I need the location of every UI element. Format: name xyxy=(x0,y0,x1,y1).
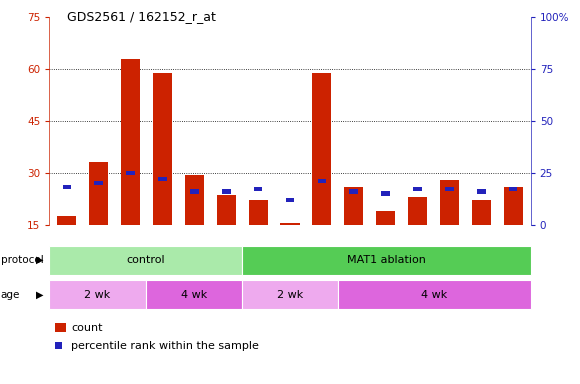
Bar xyxy=(49,246,242,275)
Text: control: control xyxy=(126,255,165,265)
Bar xyxy=(153,73,172,225)
Bar xyxy=(344,187,363,225)
Bar xyxy=(445,187,454,192)
Bar xyxy=(222,189,230,194)
Bar xyxy=(146,280,242,309)
Text: GDS2561 / 162152_r_at: GDS2561 / 162152_r_at xyxy=(67,10,216,23)
Bar xyxy=(126,171,135,175)
Bar xyxy=(254,187,262,192)
Bar xyxy=(509,187,517,192)
Bar xyxy=(281,223,299,225)
Bar xyxy=(350,189,358,194)
Bar xyxy=(381,192,390,195)
Text: count: count xyxy=(71,323,103,333)
Bar xyxy=(312,73,331,225)
Text: ▶: ▶ xyxy=(36,255,44,265)
Bar xyxy=(217,195,236,225)
Text: protocol: protocol xyxy=(1,255,43,265)
Bar xyxy=(503,187,523,225)
Bar xyxy=(89,162,108,225)
Bar xyxy=(286,198,294,202)
Text: 2 wk: 2 wk xyxy=(84,290,111,300)
Bar xyxy=(57,216,77,225)
Bar xyxy=(190,189,199,194)
Bar xyxy=(242,246,531,275)
Text: 4 wk: 4 wk xyxy=(180,290,207,300)
Bar xyxy=(185,175,204,225)
Text: 4 wk: 4 wk xyxy=(421,290,448,300)
Text: ▶: ▶ xyxy=(36,290,44,300)
Bar xyxy=(413,187,422,192)
Bar xyxy=(318,179,326,183)
Bar xyxy=(408,197,427,225)
Text: percentile rank within the sample: percentile rank within the sample xyxy=(71,341,259,351)
Bar xyxy=(63,185,71,189)
Bar xyxy=(376,211,395,225)
Bar xyxy=(477,189,485,194)
Bar xyxy=(242,280,338,309)
Text: MAT1 ablation: MAT1 ablation xyxy=(347,255,426,265)
Bar xyxy=(338,280,531,309)
Bar xyxy=(472,200,491,225)
Bar xyxy=(440,180,459,225)
Bar xyxy=(49,280,146,309)
Bar xyxy=(95,181,103,185)
Bar xyxy=(158,177,167,181)
Bar xyxy=(121,59,140,225)
Text: 2 wk: 2 wk xyxy=(277,290,303,300)
Bar xyxy=(249,200,268,225)
Text: age: age xyxy=(1,290,20,300)
